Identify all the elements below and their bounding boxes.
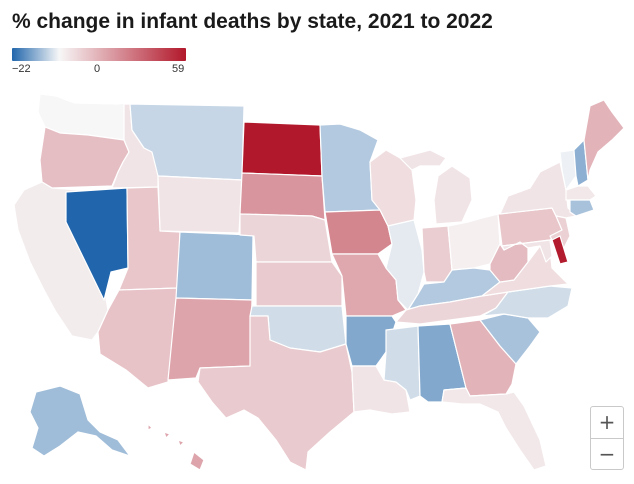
state-WI[interactable] [369, 149, 417, 227]
state-AR[interactable] [345, 315, 397, 367]
us-choropleth-map[interactable] [0, 80, 634, 484]
state-AZ[interactable] [97, 287, 179, 389]
state-NE[interactable] [239, 213, 333, 263]
state-MT[interactable] [129, 103, 245, 181]
state-VT[interactable] [559, 149, 577, 191]
state-MA[interactable] [565, 185, 597, 201]
zoom-out-button[interactable]: − [598, 442, 616, 466]
state-IN[interactable] [421, 225, 453, 283]
zoom-in-button[interactable]: + [591, 407, 623, 439]
state-ME[interactable] [583, 99, 625, 181]
state-HI[interactable] [147, 423, 205, 471]
legend-max-label: 59 [172, 63, 185, 75]
state-FL[interactable] [441, 387, 547, 471]
legend-color-scale [12, 48, 186, 61]
state-CT[interactable] [569, 199, 595, 217]
legend-min-label: −22 [12, 63, 31, 75]
state-shapes [13, 93, 625, 471]
legend-mid-label: 0 [94, 63, 101, 75]
state-MI[interactable] [399, 149, 473, 225]
state-LA[interactable] [351, 365, 411, 415]
state-MD[interactable] [501, 239, 553, 263]
state-NH[interactable] [573, 139, 589, 187]
zoom-control: + − [590, 406, 624, 470]
state-NC[interactable] [481, 285, 573, 319]
state-SD[interactable] [239, 172, 326, 221]
state-CO[interactable] [175, 231, 254, 301]
color-legend: −22 0 59 [12, 48, 186, 78]
state-IA[interactable] [324, 209, 393, 255]
state-WY[interactable] [157, 175, 243, 234]
state-KS[interactable] [255, 261, 343, 307]
state-TX[interactable] [197, 315, 355, 471]
map-title: % change in infant deaths by state, 2021… [12, 10, 493, 33]
state-DE[interactable] [551, 235, 569, 265]
state-ND[interactable] [241, 121, 323, 177]
state-MO[interactable] [331, 253, 407, 317]
state-AK[interactable] [29, 385, 131, 457]
